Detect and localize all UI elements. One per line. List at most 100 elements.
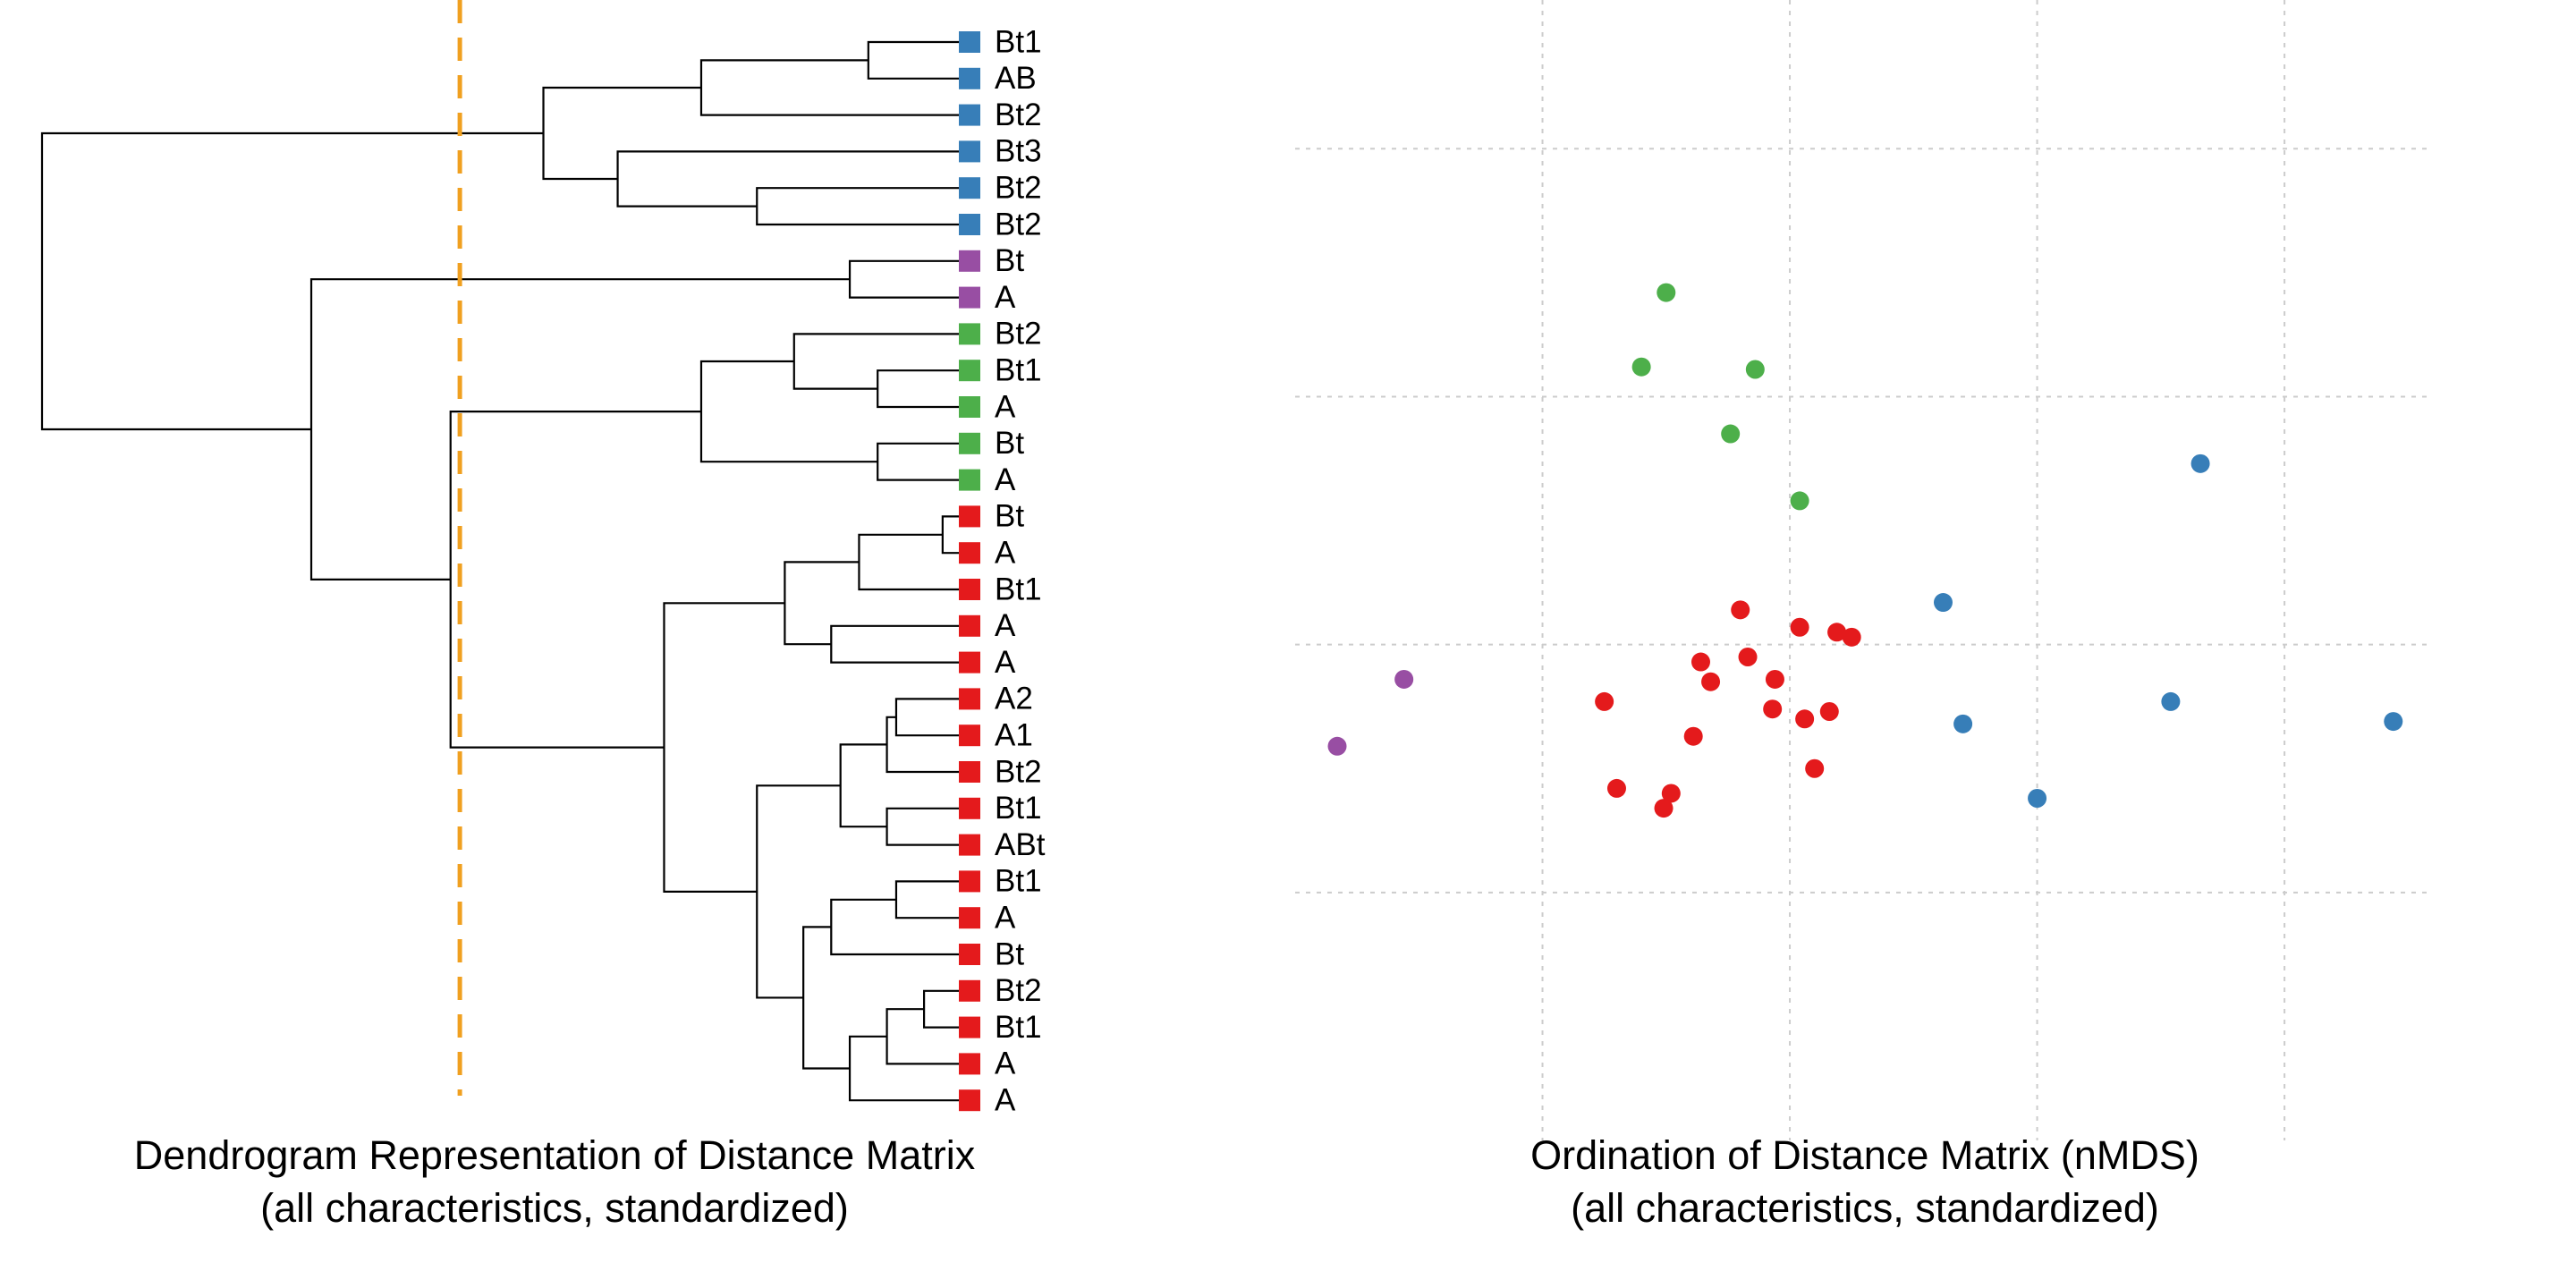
dendrogram-branch bbox=[839, 743, 887, 828]
scatter-point bbox=[1606, 778, 1626, 798]
leaf-marker bbox=[959, 614, 980, 637]
leaf-marker bbox=[959, 1089, 980, 1112]
leaf-marker bbox=[959, 761, 980, 783]
leaf-marker bbox=[959, 870, 980, 893]
dendrogram-panel: Bt1ABBt2Bt3Bt2Bt2BtABt2Bt1ABtABtABt1AAA2… bbox=[40, 0, 1046, 1231]
leaf-marker bbox=[959, 67, 980, 89]
leaf-marker bbox=[959, 31, 980, 53]
leaf-label: A bbox=[995, 389, 1016, 424]
leaf-label: Bt3 bbox=[995, 134, 1042, 169]
scatter-point bbox=[1595, 691, 1614, 711]
leaf-label: Bt2 bbox=[995, 207, 1042, 242]
scatter-point bbox=[1827, 623, 1847, 642]
scatter-point bbox=[1661, 784, 1681, 803]
scatter-point bbox=[1738, 648, 1758, 667]
scatter-point bbox=[1745, 360, 1765, 379]
dendrogram-branch bbox=[784, 561, 860, 646]
leaf-label: Bt bbox=[995, 499, 1024, 534]
dendrogram-branch bbox=[867, 40, 970, 80]
leaf-marker bbox=[959, 432, 980, 454]
leaf-label: ABt bbox=[995, 827, 1046, 862]
scatter-point bbox=[1690, 652, 1710, 672]
dendrogram-title: Dendrogram Representation of Distance Ma… bbox=[134, 1132, 976, 1178]
scatter-point bbox=[1763, 699, 1783, 719]
leaf-label: Bt2 bbox=[995, 97, 1042, 132]
leaf-label: Bt1 bbox=[995, 1010, 1042, 1045]
dendrogram-branch bbox=[858, 533, 970, 591]
nmds-subtitle: (all characteristics, standardized) bbox=[1571, 1185, 2159, 1231]
scatter-point bbox=[2384, 712, 2403, 732]
dendrogram-branch bbox=[699, 360, 878, 463]
dendrogram-branch bbox=[886, 1008, 970, 1065]
leaf-marker bbox=[959, 651, 980, 674]
scatter-point bbox=[1795, 709, 1815, 729]
scatter-point bbox=[1683, 726, 1703, 746]
leaf-marker bbox=[959, 177, 980, 199]
nmds-grid bbox=[1295, 0, 2433, 1140]
scatter-point bbox=[1765, 669, 1784, 689]
leaf-label: A1 bbox=[995, 717, 1033, 752]
dendrogram-branch bbox=[848, 1035, 970, 1102]
dendrogram-branch bbox=[309, 278, 851, 580]
scatter-point bbox=[2190, 453, 2210, 473]
dendrogram-branch bbox=[886, 807, 970, 846]
leaf-label: Bt1 bbox=[995, 791, 1042, 826]
leaf-label: A bbox=[995, 280, 1016, 315]
leaf-marker bbox=[959, 104, 980, 126]
leaf-marker bbox=[959, 214, 980, 235]
leaf-label: A bbox=[995, 1046, 1016, 1081]
leaf-marker bbox=[959, 1053, 980, 1075]
leaf-marker bbox=[959, 688, 980, 710]
leaf-label: AB bbox=[995, 61, 1037, 96]
leaf-label: Bt1 bbox=[995, 24, 1042, 59]
leaf-marker bbox=[959, 323, 980, 345]
scatter-point bbox=[1842, 627, 1861, 647]
leaf-marker bbox=[959, 979, 980, 1002]
leaf-marker bbox=[959, 944, 980, 965]
dendrogram-branch bbox=[616, 150, 970, 208]
nmds-points bbox=[1327, 283, 2403, 818]
leaf-marker bbox=[959, 140, 980, 163]
leaf-label: Bt1 bbox=[995, 864, 1042, 899]
scatter-point bbox=[1731, 600, 1750, 620]
dendrogram-branch bbox=[830, 898, 970, 956]
scatter-point bbox=[1631, 357, 1651, 377]
leaf-label: Bt1 bbox=[995, 572, 1042, 606]
scatter-point bbox=[1721, 424, 1741, 444]
leaf-label: A bbox=[995, 1082, 1016, 1117]
leaf-marker bbox=[959, 542, 980, 564]
nmds-panel: Ordination of Distance Matrix (nMDS) (al… bbox=[1295, 0, 2433, 1231]
leaf-marker bbox=[959, 505, 980, 528]
leaf-label: A bbox=[995, 535, 1016, 570]
leaf-marker bbox=[959, 579, 980, 600]
dendrogram-branch bbox=[886, 716, 970, 774]
leaf-label: Bt bbox=[995, 426, 1024, 461]
leaf-marker bbox=[959, 396, 980, 418]
leaf-label: Bt2 bbox=[995, 317, 1042, 352]
leaf-marker bbox=[959, 250, 980, 272]
leaf-label: A bbox=[995, 900, 1016, 935]
leaf-label: A bbox=[995, 608, 1016, 643]
dendrogram-branch bbox=[699, 59, 970, 116]
dendrogram-branch bbox=[542, 86, 701, 181]
leaf-marker bbox=[959, 469, 980, 491]
dendrogram-branch bbox=[877, 442, 970, 481]
leaf-label: A2 bbox=[995, 682, 1033, 716]
leaf-label: Bt2 bbox=[995, 973, 1042, 1008]
scatter-point bbox=[1805, 758, 1825, 778]
scatter-point bbox=[1953, 714, 1973, 733]
dendrogram-branch bbox=[792, 333, 970, 390]
dendrogram-branches bbox=[40, 40, 970, 1102]
scatter-point bbox=[2161, 691, 2181, 711]
dendrogram-branch bbox=[40, 131, 544, 431]
dendrogram-branch bbox=[848, 259, 970, 299]
leaf-marker bbox=[959, 907, 980, 929]
leaf-label: A bbox=[995, 645, 1016, 680]
dendrogram-branch bbox=[756, 784, 841, 999]
scatter-point bbox=[1657, 283, 1676, 302]
scatter-point bbox=[1327, 736, 1347, 756]
leaf-marker bbox=[959, 286, 980, 309]
leaf-label: Bt2 bbox=[995, 170, 1042, 205]
leaf-marker bbox=[959, 360, 980, 382]
